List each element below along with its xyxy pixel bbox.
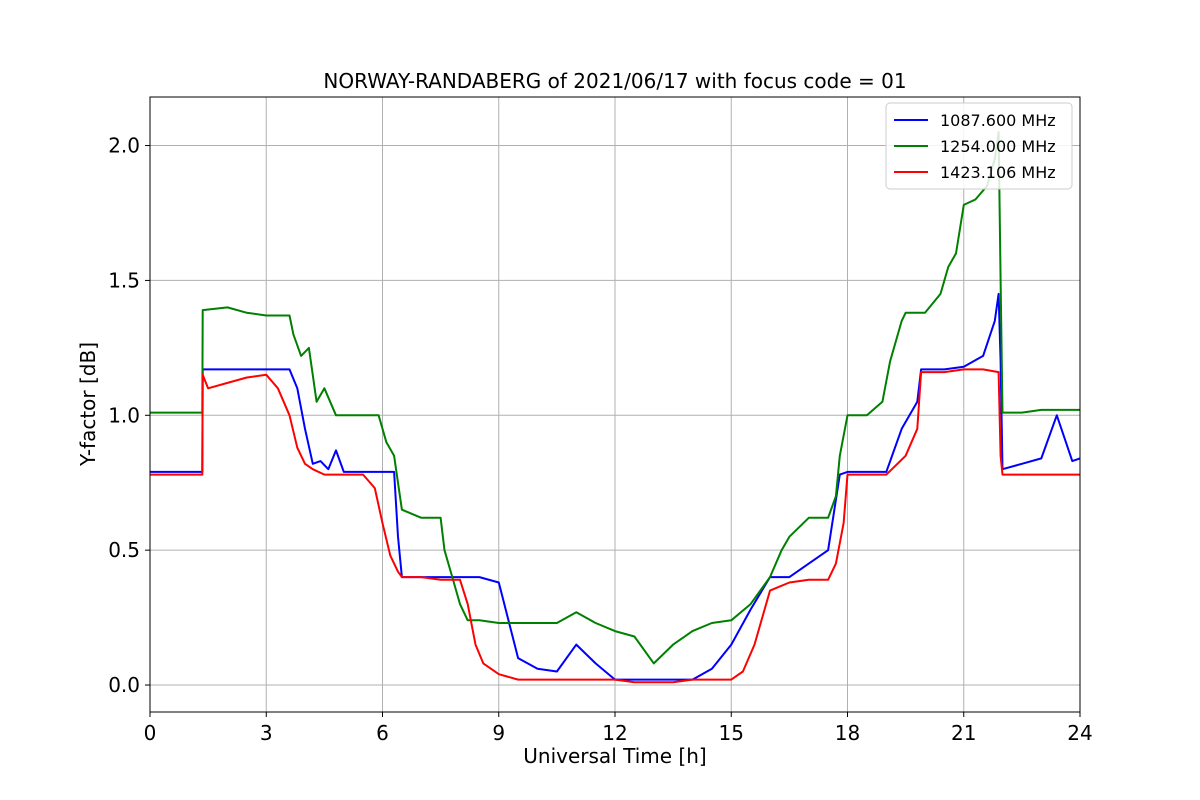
plot-area <box>150 131 1081 684</box>
legend-label: 1087.600 MHz <box>940 111 1056 130</box>
series-line-2 <box>150 131 1080 665</box>
legend-label: 1423.106 MHz <box>940 163 1056 182</box>
axis-ticks: 0 3 6 9 12 15 18 21 24 0.0 0.5 1.0 1.5 2.0 <box>108 134 1093 745</box>
x-tick-label: 0 <box>144 721 157 745</box>
x-tick-label: 21 <box>951 721 976 745</box>
series-line-3 <box>150 368 1080 684</box>
x-axis-label: Universal Time [h] <box>523 744 706 768</box>
legend-label: 1254.000 MHz <box>940 137 1056 156</box>
x-tick-label: 24 <box>1067 721 1092 745</box>
x-tick-label: 9 <box>492 721 505 745</box>
y-tick-label: 1.5 <box>108 268 140 292</box>
x-tick-label: 18 <box>835 721 860 745</box>
y-tick-label: 0.0 <box>108 673 140 697</box>
x-tick-label: 15 <box>719 721 744 745</box>
legend-box <box>885 102 1073 190</box>
legend: 1087.600 MHz 1254.000 MHz 1423.106 MHz <box>885 102 1073 190</box>
y-tick-label: 1.0 <box>108 403 140 427</box>
x-tick-label: 3 <box>260 721 273 745</box>
y-tick-label: 0.5 <box>108 538 140 562</box>
x-tick-label: 6 <box>376 721 389 745</box>
chart-title: NORWAY-RANDABERG of 2021/06/17 with focu… <box>323 69 906 93</box>
y-axis-label: Y-factor [dB] <box>76 342 100 467</box>
y-tick-label: 2.0 <box>108 134 140 158</box>
series-line-1 <box>150 292 1081 681</box>
x-tick-label: 12 <box>602 721 627 745</box>
